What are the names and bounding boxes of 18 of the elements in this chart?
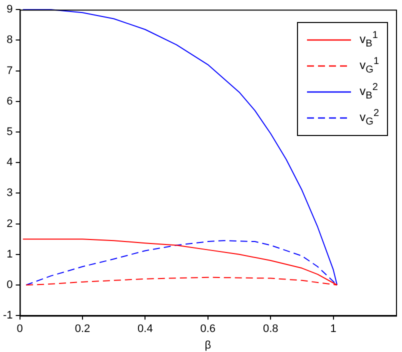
y-tick-label: 6 (6, 95, 13, 108)
y-tick-label: 0 (6, 279, 13, 292)
y-tick-label: 9 (6, 4, 13, 16)
y-tick-label: -1 (3, 310, 13, 322)
x-tick-label: 0.4 (138, 323, 153, 336)
y-tick-label: 1 (6, 248, 13, 260)
x-tick-label: 0.6 (200, 323, 216, 336)
y-tick-label: 5 (6, 126, 13, 138)
y-tick-label: 3 (6, 187, 13, 200)
y-tick-label: 4 (6, 156, 13, 169)
x-tick-label: 0 (16, 323, 23, 336)
x-tick-label: 1 (330, 323, 336, 336)
x-axis-title: β (204, 339, 212, 352)
y-tick-label: 8 (6, 34, 13, 46)
y-tick-label: 7 (6, 64, 13, 77)
x-tick-label: 0.2 (74, 323, 90, 336)
x-tick-label: 0.8 (262, 323, 278, 336)
y-tick-label: 2 (6, 218, 13, 230)
